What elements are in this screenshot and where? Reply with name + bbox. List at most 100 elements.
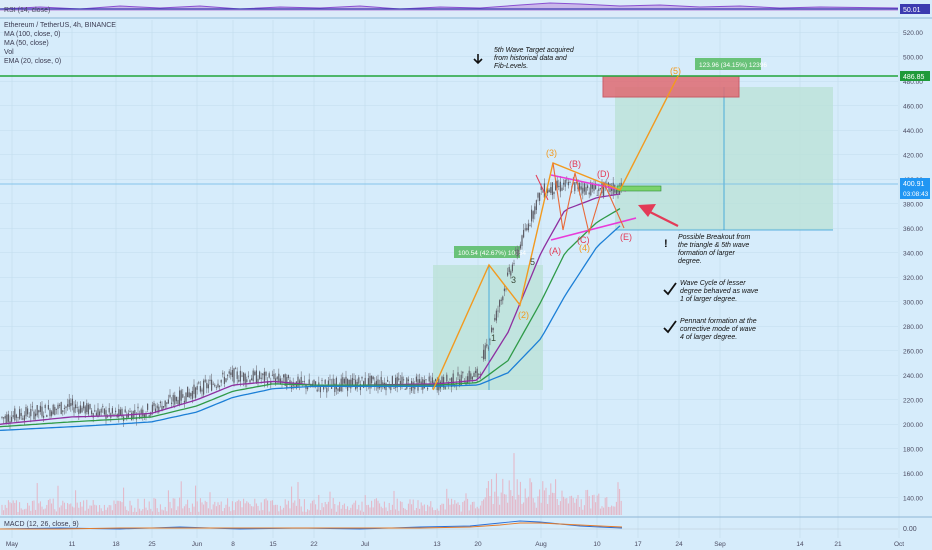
candle-body [619,188,621,195]
volume-bar [358,504,360,515]
candle-body [430,381,432,383]
candle-body [206,382,208,389]
candle-body [270,381,272,385]
volume-bar [204,500,206,515]
volume-bar [492,503,494,515]
volume-bar [84,510,86,515]
volume-bar [417,500,419,515]
volume-bar [27,502,29,515]
volume-bar [543,490,545,515]
volume-bar [191,503,193,515]
candle-body [137,406,139,409]
volume-bar [606,497,608,515]
candle-body [446,374,448,382]
volume-bar [473,501,475,515]
candle-body [377,379,379,389]
candle-body [243,372,245,382]
price-tick-label: 480.00 [903,79,923,86]
candle-body [219,385,221,388]
candle-body [475,370,477,374]
candle-body [342,377,344,387]
candle-body [519,244,521,249]
volume-bar [116,500,118,515]
volume-bar [393,490,395,515]
candle-body [449,378,451,380]
volume-bar [348,510,350,515]
measure-small-tag [454,246,520,258]
volume-bar [518,494,520,515]
volume-bar [491,479,493,515]
volume-bar [179,497,181,515]
candle-body [521,235,523,247]
volume-bar [510,490,512,515]
candle-body [390,385,392,391]
candle-body [579,182,581,191]
volume-bar [540,502,542,515]
moving-averages [0,193,621,432]
volume-bar [335,511,337,515]
volume-bar [327,501,329,515]
candle-body [15,414,17,418]
candle-body [164,400,166,407]
abcde-path[interactable] [552,162,625,236]
volume-bar [379,503,381,515]
volume-bar [107,507,109,515]
volume-bar [471,501,473,515]
candle-body [254,371,256,375]
volume-bar [87,508,89,515]
volume-bar [113,500,115,515]
candle-body [404,389,406,390]
volume-bar [158,511,160,515]
pennant-upper-trendline[interactable] [550,174,627,192]
candle-body [105,410,107,419]
ma50-line[interactable] [0,208,621,428]
countdown-text: 03:08:43 [903,191,929,198]
volume-bar [129,500,131,515]
candle-body [351,377,353,386]
candle-body [302,381,304,382]
candle-body [599,187,601,189]
candle-body [241,375,243,377]
volume-bar [515,499,517,515]
candle-body [526,227,528,231]
volume-bars [1,453,622,515]
volume-bar [507,502,509,515]
volume-bar [126,509,128,515]
big-wave-path[interactable] [432,75,679,391]
volume-bar [95,505,97,515]
volume-bar [180,481,182,515]
candle-body [460,374,462,386]
chart-legend[interactable]: Ethereum / TetherUS, 4h, BINANCE MA (100… [4,22,116,65]
candle-body [511,264,513,272]
volume-bar [478,508,480,515]
candle-body [27,408,29,415]
volume-bar [134,507,136,515]
candle-body [100,408,102,413]
candle-body [595,183,597,190]
legend-ma50: MA (50, close) [4,40,49,47]
ma100-line[interactable] [0,225,621,432]
svg-text:corrective mode of wave: corrective mode of wave [680,326,756,333]
candle-body [387,379,389,382]
candle-body [92,413,94,418]
candle-body [76,407,78,408]
candle-body [431,377,433,383]
candle-body [326,387,328,393]
volume-bar [527,496,529,515]
pennant-lower-trendline[interactable] [550,217,637,241]
wave-label-small-1: 1 [491,333,496,343]
volume-bar [291,486,293,515]
volume-bar [281,509,283,515]
volume-bar [380,506,382,515]
candle-body [495,310,497,321]
candle-body [36,405,38,416]
volume-bar [438,510,440,515]
volume-bar [161,509,163,515]
volume-bar [110,505,112,515]
candle-body [247,375,249,377]
candle-body [236,371,238,379]
volume-bar [289,508,291,515]
candle-body [62,410,64,413]
volume-bar [596,495,598,515]
